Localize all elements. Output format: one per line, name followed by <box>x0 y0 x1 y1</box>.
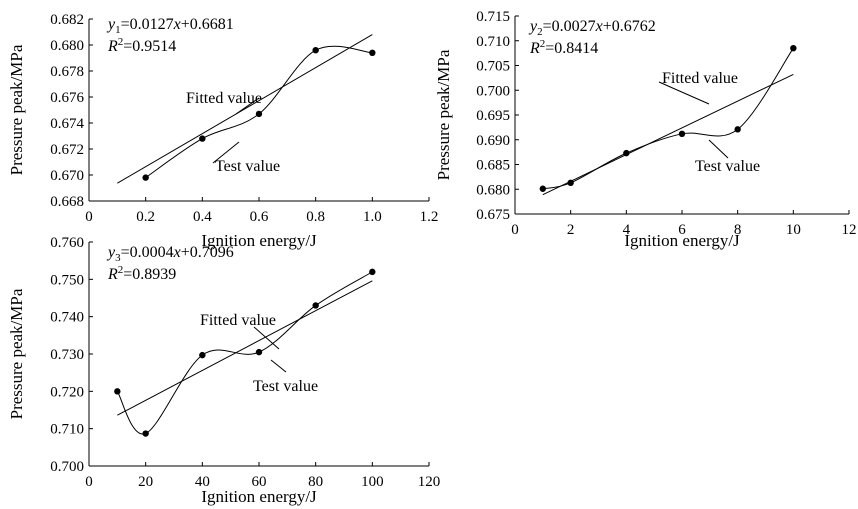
y-tick-label: 0.678 <box>50 64 84 80</box>
x-tick-label: 120 <box>418 474 441 490</box>
x-tick-label: 4 <box>623 222 631 238</box>
y-tick-label: 0.680 <box>476 182 510 198</box>
annotation-test-value: Test value <box>695 158 760 175</box>
x-tick-label: 0.2 <box>136 209 155 225</box>
fitted-line <box>542 73 794 196</box>
test-value-point <box>114 388 121 395</box>
r-squared: R2=0.9514 <box>107 36 176 55</box>
x-tick-label: 100 <box>361 474 384 490</box>
annotation-test-value: Test value <box>215 158 280 175</box>
fitted-line <box>117 34 373 184</box>
annotation-fitted-value: Fitted value <box>662 70 738 87</box>
x-tick-label: 1.2 <box>420 209 439 225</box>
test-value-point <box>567 179 574 187</box>
annotation-fitted-leader <box>235 97 260 115</box>
test-value-point <box>199 351 206 359</box>
x-axis-label: Ignition energy/J <box>624 231 740 250</box>
annotation-fitted-value: Fitted value <box>186 90 262 107</box>
y-tick-label: 0.700 <box>50 459 84 475</box>
y-tick-label: 0.740 <box>50 310 84 326</box>
r-squared: R2=0.8414 <box>529 38 598 57</box>
test-value-point <box>369 268 376 276</box>
y-tick-label: 0.668 <box>50 194 84 210</box>
y-tick-label: 0.690 <box>476 133 510 149</box>
x-tick-label: 20 <box>138 474 153 490</box>
y-tick-label: 0.710 <box>476 34 510 50</box>
y-tick-label: 0.685 <box>476 158 510 174</box>
y-tick-label: 0.750 <box>50 272 84 288</box>
x-tick-label: 0.4 <box>193 209 212 225</box>
y-tick-label: 0.675 <box>476 207 510 223</box>
test-value-point <box>790 44 797 52</box>
annotation-test-leader <box>708 139 729 159</box>
test-value-curve <box>116 271 373 435</box>
y-tick-label: 0.680 <box>50 38 84 54</box>
annotation-fitted-value: Fitted value <box>200 312 276 329</box>
y-tick-label: 0.700 <box>476 83 510 99</box>
test-value-point <box>142 174 149 181</box>
annotation-test-leader <box>212 141 240 164</box>
x-tick-label: 40 <box>195 474 210 490</box>
x-tick-label: 0 <box>511 222 519 238</box>
y-tick-label: 0.710 <box>50 422 84 438</box>
x-tick-label: 1.0 <box>363 209 382 225</box>
test-value-point <box>142 430 149 437</box>
x-tick-label: 8 <box>734 222 742 238</box>
regression-equation: y3=0.0004x+0.7096 <box>106 244 234 264</box>
y-tick-label: 0.715 <box>476 9 510 25</box>
x-tick-label: 0 <box>85 209 93 225</box>
y-tick-label: 0.676 <box>50 90 84 106</box>
x-tick-label: 2 <box>567 222 575 238</box>
test-value-point <box>678 130 686 138</box>
y-tick-label: 0.670 <box>50 168 84 184</box>
y-tick-label: 0.682 <box>50 12 84 28</box>
y-tick-label: 0.672 <box>50 142 84 158</box>
annotation-test-leader <box>270 359 287 373</box>
x-tick-label: 6 <box>678 222 686 238</box>
x-tick-label: 0.8 <box>306 209 325 225</box>
annotation-fitted-leader <box>658 81 710 105</box>
y-tick-label: 0.730 <box>50 347 84 363</box>
test-value-point <box>255 110 263 118</box>
y-tick-label: 0.720 <box>50 384 84 400</box>
test-value-point <box>199 135 206 142</box>
regression-equation: y1=0.0127x+0.6681 <box>106 16 234 36</box>
x-axis-label: Ignition energy/J <box>201 231 317 250</box>
y-tick-label: 0.705 <box>476 59 510 75</box>
y-tick-label: 0.760 <box>50 235 84 251</box>
chart-panel-3: 0 20 40 60 80 100 120 0.700 0.710 0.720 0.730 0.740… <box>7 235 440 506</box>
x-tick-label: 0.6 <box>250 209 269 225</box>
r-squared: R2=0.8939 <box>107 264 176 283</box>
test-value-point <box>312 302 319 309</box>
test-value-point <box>734 126 741 133</box>
test-value-point <box>312 47 319 54</box>
x-tick-label: 0 <box>85 474 93 490</box>
x-axis-label: Ignition energy/J <box>201 487 317 506</box>
test-value-point <box>623 149 630 157</box>
test-value-point <box>539 185 547 192</box>
y-tick-label: 0.695 <box>476 108 510 124</box>
y-axis-label: Pressure peak/MPa <box>7 44 26 175</box>
y-axis-label: Pressure peak/MPa <box>434 49 453 180</box>
x-tick-label: 12 <box>842 222 857 238</box>
y-axis-label: Pressure peak/MPa <box>7 288 26 419</box>
test-value-point <box>369 49 376 56</box>
x-tick-label: 60 <box>252 474 267 490</box>
chart-panel-2: 0 2 4 6 8 10 12 0.675 0.680 0.685 0.690 0.695 0.700 0… <box>434 9 857 250</box>
x-tick-label: 80 <box>308 474 323 490</box>
fitted-line <box>117 280 373 416</box>
y-tick-label: 0.674 <box>50 116 84 132</box>
annotation-fitted-leader <box>253 326 280 350</box>
x-tick-label: 10 <box>786 222 801 238</box>
test-value-point <box>255 348 263 356</box>
annotation-test-value: Test value <box>253 378 318 395</box>
regression-equation: y2=0.0027x+0.6762 <box>528 18 656 38</box>
chart-panel-1: 0 0.2 0.4 0.6 0.8 1.0 1.2 0.668 0.670 0.672 0.674 0… <box>7 12 438 250</box>
